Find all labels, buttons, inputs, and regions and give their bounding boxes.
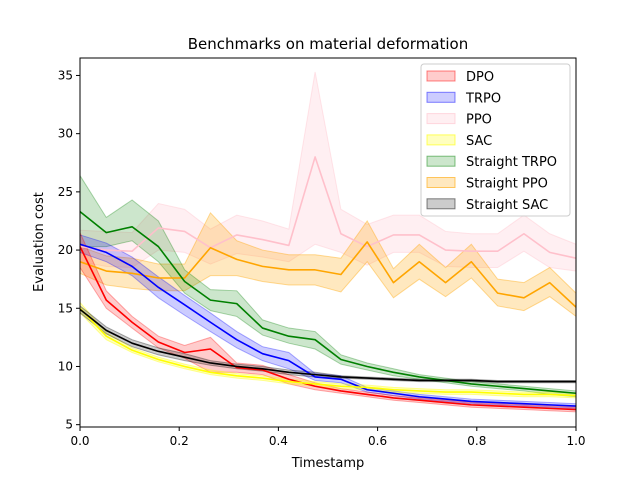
legend: DPO TRPO PPO SAC Straight TRPO Straight PPO St… (420, 63, 571, 217)
legend-label-straight-sac: Straight SAC (466, 198, 548, 213)
x-tick-label: 0.4 (269, 434, 288, 448)
y-tick-label: 30 (58, 127, 73, 141)
y-axis-ticks: 5 10 15 20 25 30 35 (58, 68, 80, 432)
legend-swatch-dpo (426, 70, 456, 82)
line-trpo (79, 243, 577, 407)
x-tick-label: 1.0 (566, 434, 585, 448)
x-axis-label: Timestamp (291, 456, 365, 471)
line-straight-trpo (79, 211, 577, 395)
legend-label-straight-trpo: Straight TRPO (466, 155, 557, 170)
legend-swatch-straight-sac (426, 198, 456, 210)
line-ppo (79, 156, 577, 259)
legend-label-trpo: TRPO (465, 91, 501, 106)
y-tick-label: 35 (58, 68, 73, 82)
y-tick-label: 5 (65, 418, 73, 432)
legend-label-sac: SAC (466, 134, 492, 149)
legend-swatch-trpo (426, 91, 456, 103)
legend-swatch-sac (426, 134, 456, 146)
legend-swatch-straight-trpo (426, 155, 456, 167)
legend-swatch-ppo (426, 113, 456, 125)
legend-label-dpo: DPO (466, 70, 494, 85)
x-tick-label: 0.2 (170, 434, 189, 448)
legend-swatch-straight-ppo (426, 177, 456, 188)
legend-label-ppo: PPO (466, 113, 492, 128)
legend-box (420, 63, 571, 217)
line-straight-ppo (79, 241, 577, 308)
y-tick-label: 25 (58, 185, 73, 199)
y-axis-label: Evaluation cost (32, 192, 47, 292)
x-tick-label: 0.0 (70, 434, 89, 448)
line-dpo (79, 246, 577, 411)
y-tick-label: 10 (58, 359, 73, 373)
y-tick-label: 15 (58, 301, 73, 315)
x-axis-ticks: 0.0 0.2 0.4 0.6 0.8 1.0 (70, 427, 586, 448)
chart-title: Benchmarks on material deformation (188, 35, 469, 53)
x-tick-label: 0.8 (467, 434, 486, 448)
y-tick-label: 20 (58, 243, 73, 257)
line-sac (79, 307, 577, 397)
plot-frame (79, 57, 577, 428)
line-straight-sac (79, 308, 576, 383)
legend-label-straight-ppo: Straight PPO (466, 177, 548, 192)
confidence-bands (79, 71, 577, 413)
x-tick-label: 0.6 (368, 434, 387, 448)
series-lines (79, 156, 577, 411)
